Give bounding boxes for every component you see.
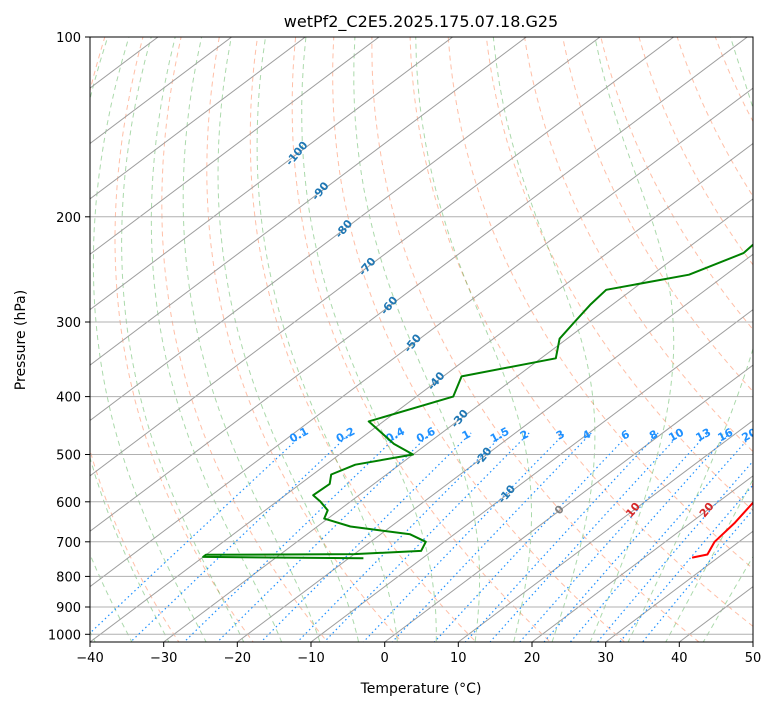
mixing-ratio-line (129, 432, 352, 642)
isotherm-line (531, 475, 753, 642)
axes: −40 −30 −20 −10 0 10 20 30 40 50 100 200 300 400 500 60… (48, 31, 761, 666)
mixing-ratio-line (323, 432, 530, 642)
mixing-ratio-line (464, 432, 659, 642)
isotherm-line (90, 142, 753, 642)
mixing-ratio-line (489, 432, 682, 642)
y-tick-label: 500 (56, 449, 81, 464)
mixing-ratio-line (183, 432, 401, 642)
mixing-ratio-line (543, 432, 731, 642)
y-tick-label: 300 (56, 316, 81, 331)
chart-title: wetPf2_C2E5.2025.175.07.18.G25 (284, 12, 558, 32)
mixing-ratio-label: 16 (716, 426, 736, 445)
mixing-ratio-line (362, 432, 566, 642)
moist-adiabat (301, 37, 437, 642)
dry-adiabat (409, 37, 753, 628)
isotherm-line (383, 364, 753, 642)
mixing-ratio-line (296, 432, 506, 642)
x-tick-label: −20 (224, 651, 251, 666)
plot-area: 0.10.20.40.611.52346810131620253036-100-… (89, 36, 760, 643)
y-tick-label: 800 (56, 570, 81, 585)
isotherm-line (90, 37, 454, 311)
y-tick-label: 700 (56, 536, 81, 551)
x-tick-label: 40 (671, 651, 688, 666)
mixing-ratio-label: 13 (694, 426, 714, 445)
dry-adiabat (249, 37, 477, 642)
dry-adiabat (291, 37, 552, 642)
dry-adiabat (638, 37, 753, 266)
mixing-ratio-line (260, 432, 472, 642)
dry-adiabat (562, 37, 753, 393)
x-tick-label: −10 (297, 651, 324, 666)
moist-adiabat (589, 37, 675, 642)
y-tick-label: 1000 (48, 628, 81, 643)
mixing-ratio-line (569, 432, 753, 642)
x-tick-label: 10 (450, 651, 467, 666)
dry-adiabat (90, 37, 180, 642)
x-tick-label: −40 (76, 651, 103, 666)
isotherm-line (90, 37, 307, 200)
y-tick-label: 400 (56, 391, 81, 406)
y-axis-label: Pressure (hPa) (13, 290, 29, 390)
moist-adiabat (702, 555, 753, 642)
isotherm-line (236, 253, 753, 642)
isotherm-line (90, 37, 601, 422)
isotherm-line (90, 37, 233, 145)
y-tick-label: 600 (56, 496, 81, 511)
dry-adiabat (524, 37, 753, 453)
mixing-ratio-label: 10 (666, 426, 686, 445)
x-tick-label: 50 (745, 651, 762, 666)
dry-adiabat (371, 37, 700, 642)
sounding-series (202, 243, 753, 560)
isotherm-line (90, 37, 749, 532)
moist-adiabat (665, 478, 753, 642)
temperature-line (691, 481, 753, 559)
moist-adiabat (90, 553, 133, 642)
isotherm-line (90, 37, 528, 366)
y-tick-label: 200 (56, 211, 81, 226)
mixing-ratio-line (596, 460, 753, 642)
mixing-ratio-label: 20 (740, 426, 760, 445)
isotherm-line (90, 37, 675, 477)
x-tick-label: 0 (381, 651, 389, 666)
isotherm-line (162, 198, 753, 642)
background-grid (90, 37, 753, 642)
moist-adiabat (415, 37, 532, 642)
dewpoint-line (202, 243, 753, 560)
dry-adiabat (485, 37, 753, 512)
x-tick-label: 20 (524, 651, 541, 666)
isotherm-line (90, 87, 753, 588)
x-axis-label: Temperature (°C) (360, 681, 482, 697)
dry-adiabat (114, 37, 254, 642)
isotherm-line (457, 419, 753, 642)
isotherm-line (604, 530, 753, 642)
plot-frame (89, 36, 754, 643)
isotherm-line (90, 37, 380, 255)
y-tick-label: 900 (56, 601, 81, 616)
mixing-ratio-line (433, 432, 631, 642)
x-tick-label: −30 (150, 651, 177, 666)
mixing-ratio-line (519, 432, 709, 642)
x-tick-label: 30 (597, 651, 614, 666)
y-tick-label: 100 (56, 31, 81, 46)
mixing-ratio-line (90, 432, 305, 634)
isotherm-line (310, 309, 753, 642)
